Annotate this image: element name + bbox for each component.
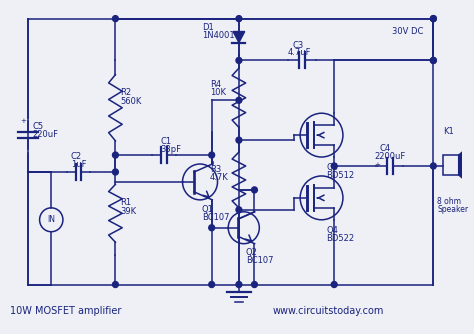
Text: 1N4001: 1N4001 [202,31,235,39]
Circle shape [430,16,436,22]
Circle shape [236,57,242,63]
Text: 1uF: 1uF [71,160,86,169]
Text: 220uF: 220uF [33,130,59,139]
Circle shape [430,57,436,63]
Circle shape [112,16,118,22]
Text: R4: R4 [210,80,221,90]
Circle shape [236,282,242,288]
Text: IN: IN [47,215,55,224]
Circle shape [252,187,257,193]
Circle shape [112,169,118,175]
Circle shape [252,282,257,288]
Circle shape [209,225,215,231]
Text: C4: C4 [380,144,391,153]
Circle shape [331,282,337,288]
Text: Q1: Q1 [202,205,214,214]
Text: 39K: 39K [120,207,137,216]
Text: D1: D1 [202,23,214,32]
Text: K1: K1 [443,127,454,136]
Text: BD512: BD512 [327,171,355,180]
Text: R3: R3 [210,165,221,174]
Circle shape [236,97,242,103]
Circle shape [209,282,215,288]
Circle shape [236,16,242,22]
Text: 560K: 560K [120,97,142,106]
Circle shape [112,152,118,158]
Text: +: + [20,118,26,124]
Polygon shape [459,137,474,193]
Circle shape [430,163,436,169]
Text: R2: R2 [120,88,131,97]
Text: Q4: Q4 [327,226,338,235]
Text: 10W MOSFET amplifier: 10W MOSFET amplifier [10,306,122,316]
Circle shape [430,16,436,22]
Text: 30V DC: 30V DC [392,27,424,36]
Circle shape [209,152,215,158]
Text: 2200uF: 2200uF [374,152,405,161]
Circle shape [112,282,118,288]
Text: 10K: 10K [210,88,226,97]
Circle shape [331,163,337,169]
Text: C3: C3 [292,40,304,49]
Text: C5: C5 [33,122,44,131]
Polygon shape [233,31,245,42]
Circle shape [430,57,436,63]
Text: www.circuitstoday.com: www.circuitstoday.com [273,306,384,316]
Bar [443,155,459,175]
Text: 33pF: 33pF [160,145,181,154]
Text: +: + [374,162,380,168]
Text: R1: R1 [120,198,131,207]
Text: Q3: Q3 [327,163,338,172]
Circle shape [236,207,242,213]
Text: C2: C2 [71,152,82,161]
Text: BD522: BD522 [327,234,355,243]
Text: 4.7K: 4.7K [210,173,228,182]
Text: 8 ohm: 8 ohm [437,197,461,206]
Text: Speaker: Speaker [437,205,468,214]
Text: BC107: BC107 [246,256,273,265]
Text: Q2: Q2 [246,248,257,257]
Text: 4.7uF: 4.7uF [288,48,311,57]
Text: C1: C1 [160,137,171,146]
Text: BC107: BC107 [202,213,229,222]
Circle shape [236,137,242,143]
